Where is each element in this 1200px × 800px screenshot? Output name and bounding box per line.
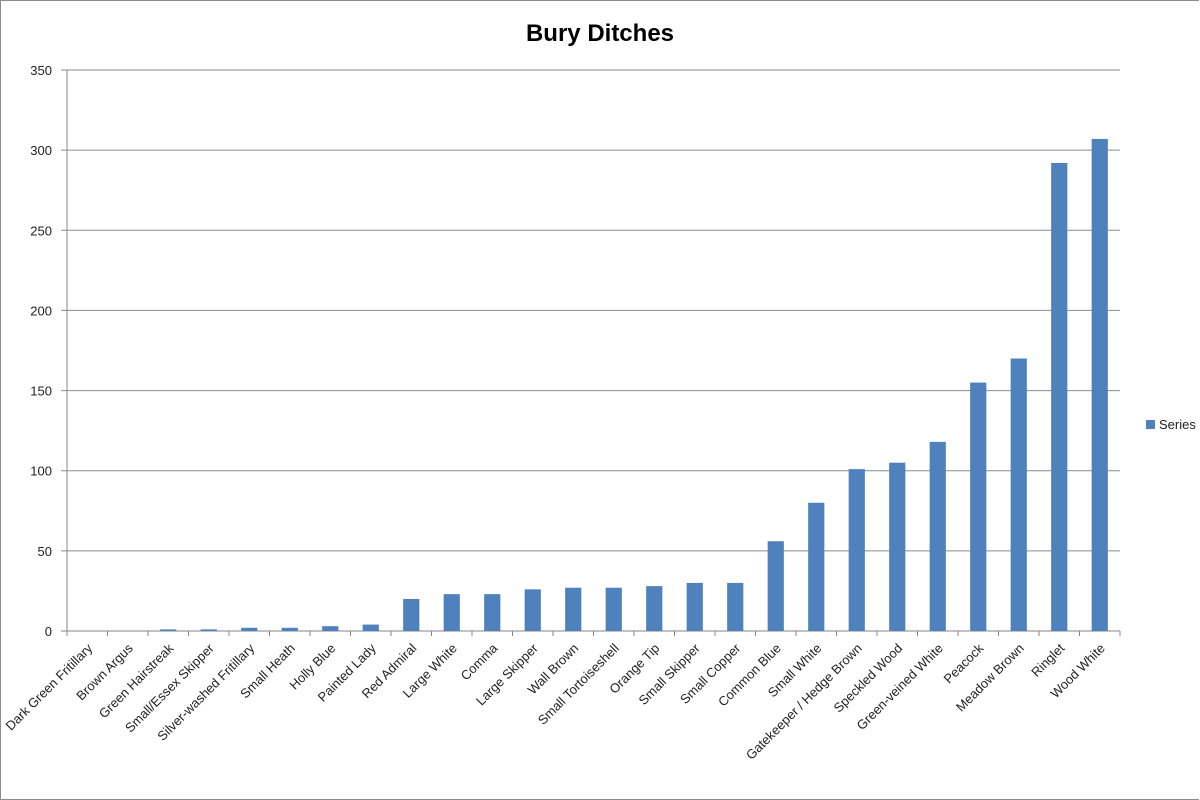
bar: [484, 594, 501, 631]
bar: [686, 582, 703, 631]
y-tick-label: 200: [30, 303, 52, 318]
bar: [1051, 162, 1068, 632]
bar: [322, 626, 339, 631]
y-tick-label: 50: [38, 544, 52, 559]
x-tick-label: Ringlet: [1028, 640, 1067, 679]
y-tick-label: 250: [30, 223, 52, 238]
bar: [565, 587, 582, 631]
chart-title: Bury Ditches: [526, 20, 674, 47]
bar: [160, 629, 177, 631]
y-axis: 0 50 100 150 200 250 300 350: [30, 63, 52, 639]
bar: [646, 586, 663, 631]
y-tick-label: 300: [30, 143, 52, 158]
bar: [848, 469, 865, 631]
bar: [443, 594, 460, 631]
y-tick-label: 100: [30, 464, 52, 479]
bar: [727, 582, 744, 631]
legend: Series: [1146, 417, 1196, 432]
legend-swatch: [1146, 420, 1155, 429]
bar-series: [160, 138, 1108, 632]
bar: [970, 382, 987, 631]
bar: [889, 462, 906, 631]
bar: [605, 587, 622, 631]
bar: [808, 502, 825, 631]
bar: [281, 627, 298, 631]
bar: [241, 627, 258, 631]
y-tick-label: 350: [30, 63, 52, 78]
x-tick-label: Green Hairstreak: [96, 640, 177, 721]
bar: [929, 441, 946, 631]
y-tick-label: 0: [45, 624, 52, 639]
bar: [524, 589, 541, 631]
bar: [1010, 358, 1027, 631]
bar: [1091, 138, 1108, 631]
y-tick-label: 150: [30, 384, 52, 399]
bar: [767, 541, 784, 631]
bar: [403, 598, 420, 631]
bar: [200, 629, 217, 631]
bar: [362, 624, 379, 631]
grid-lines: [61, 69, 1120, 632]
legend-label: Series: [1159, 417, 1196, 432]
